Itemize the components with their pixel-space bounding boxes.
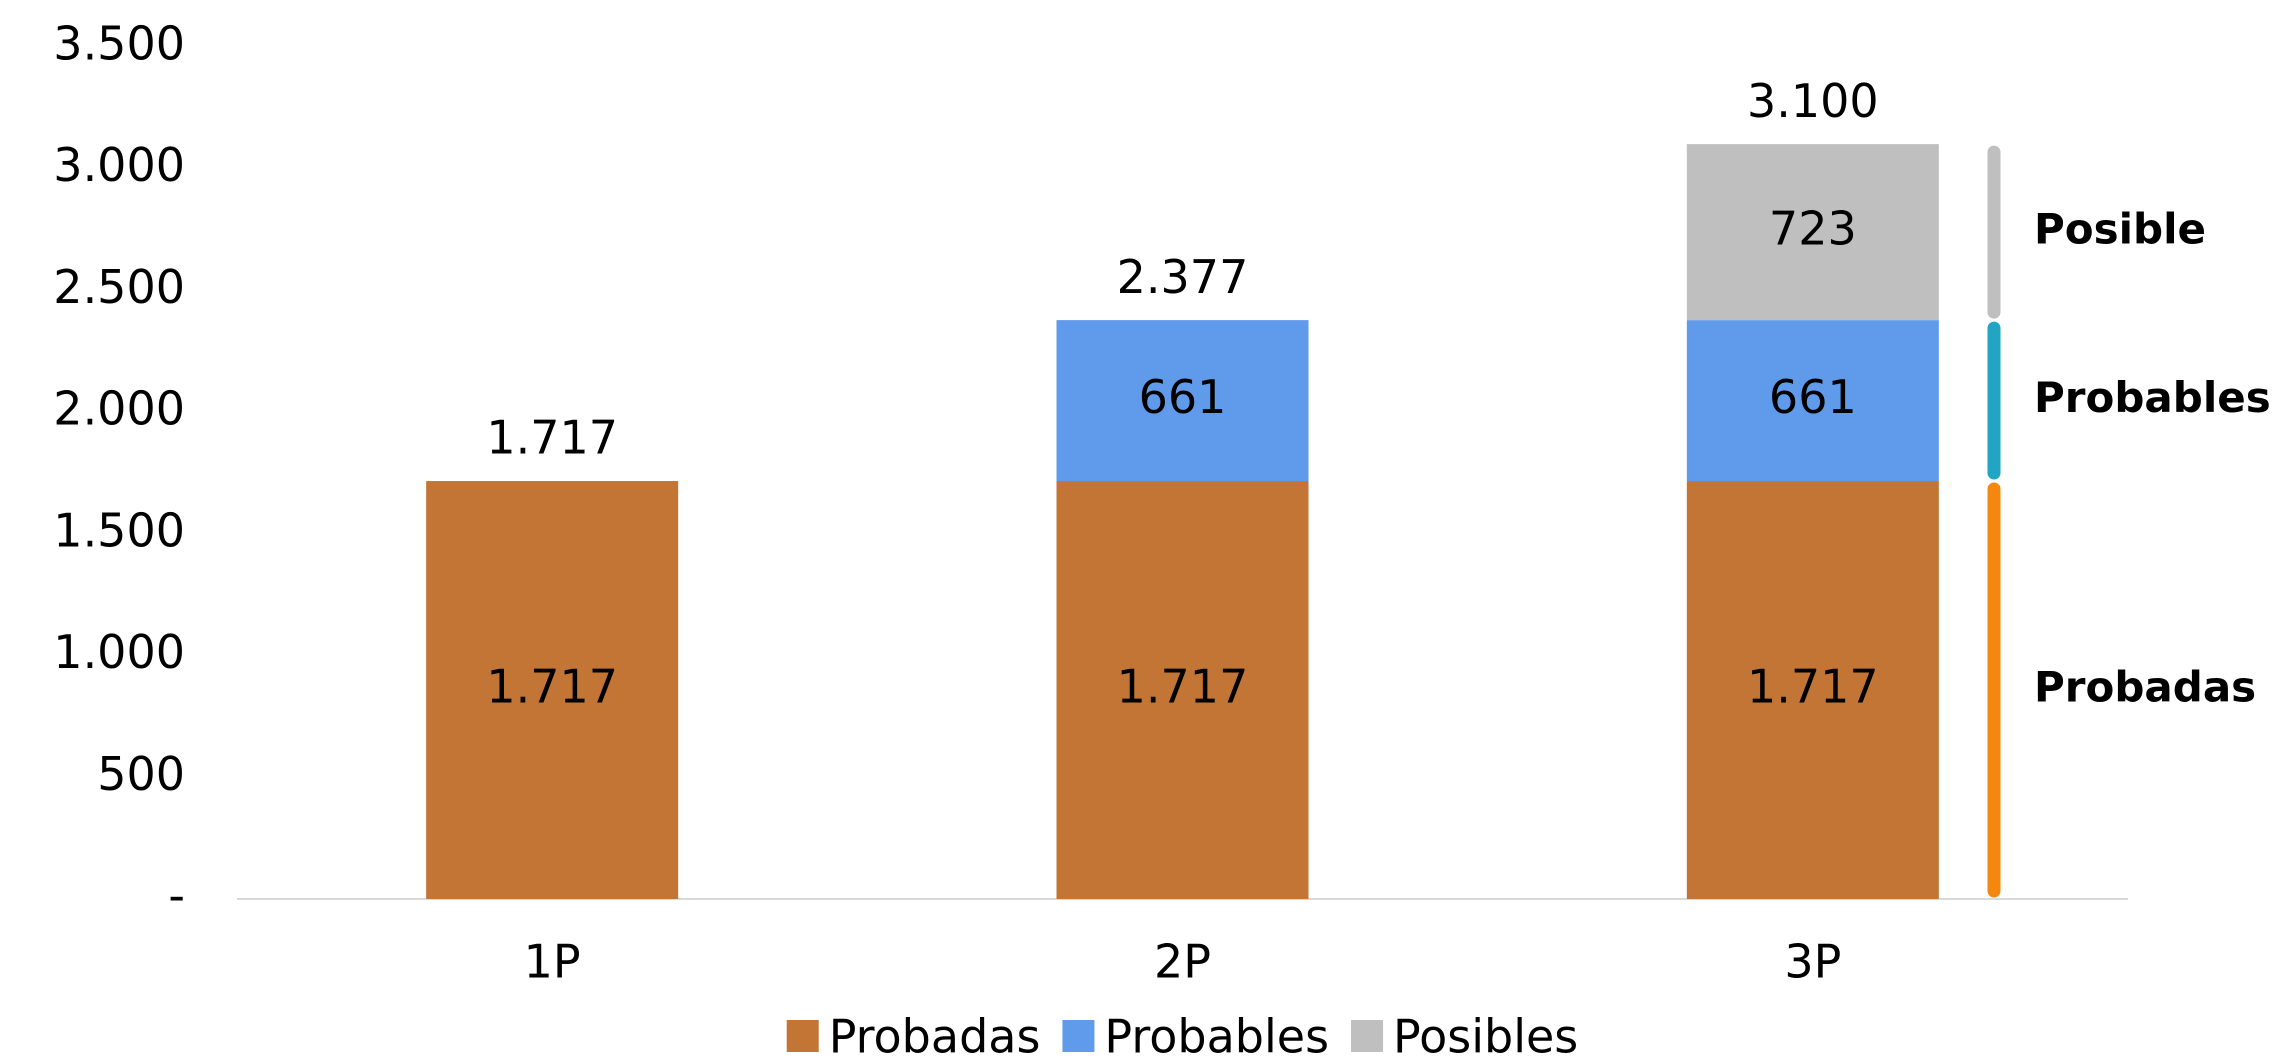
legend-swatch [1062, 1020, 1095, 1052]
bar-segment [1686, 144, 1939, 321]
y-tick-label: - [168, 869, 185, 923]
y-tick-label: 3.000 [53, 138, 185, 192]
total-label: 3.100 [1747, 74, 1879, 128]
value-label: 1.717 [486, 660, 618, 714]
bar-segment [1686, 481, 1939, 899]
y-tick-label: 2.500 [53, 260, 185, 314]
bar-segment [426, 481, 679, 899]
legend-label: Probadas [829, 1010, 1041, 1064]
total-label: 1.717 [486, 411, 618, 465]
bracket-label: Probables [2034, 373, 2271, 422]
bracket-label: Probadas [2034, 663, 2256, 712]
x-tick-label: 1P [524, 935, 581, 989]
legend-swatch [786, 1020, 819, 1052]
bracket-label: Posible [2034, 205, 2206, 254]
value-label: 723 [1769, 202, 1857, 256]
y-tick-label: 1.000 [53, 625, 185, 679]
legend-label: Posibles [1393, 1010, 1578, 1064]
bar-segment [1056, 481, 1309, 899]
legend-swatch [1351, 1020, 1384, 1052]
legend-label: Probables [1104, 1010, 1329, 1064]
y-tick-label: 1.500 [53, 503, 185, 557]
value-label: 1.717 [1117, 660, 1249, 714]
total-label: 2.377 [1117, 250, 1249, 304]
value-label: 661 [1139, 370, 1227, 424]
x-tick-label: 2P [1154, 935, 1211, 989]
bar-segment [1056, 320, 1309, 482]
bar-segment [1686, 320, 1939, 482]
x-tick-label: 3P [1784, 935, 1841, 989]
y-tick-label: 2.000 [53, 382, 185, 436]
value-label: 661 [1769, 370, 1857, 424]
y-tick-label: 500 [97, 747, 185, 801]
value-label: 1.717 [1747, 660, 1879, 714]
y-tick-label: 3.500 [53, 17, 185, 71]
